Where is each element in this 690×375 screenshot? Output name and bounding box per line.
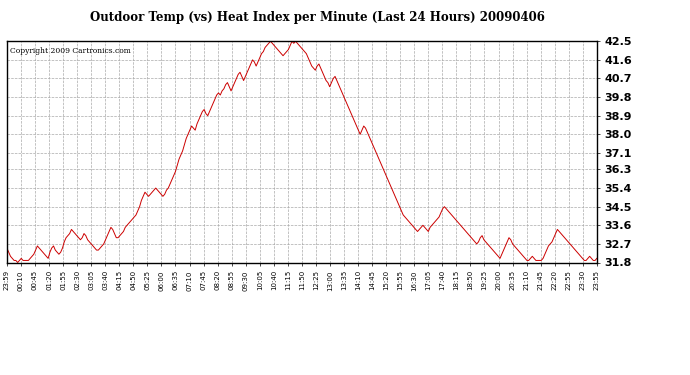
Text: Outdoor Temp (vs) Heat Index per Minute (Last 24 Hours) 20090406: Outdoor Temp (vs) Heat Index per Minute … xyxy=(90,11,545,24)
Text: Copyright 2009 Cartronics.com: Copyright 2009 Cartronics.com xyxy=(10,47,130,55)
